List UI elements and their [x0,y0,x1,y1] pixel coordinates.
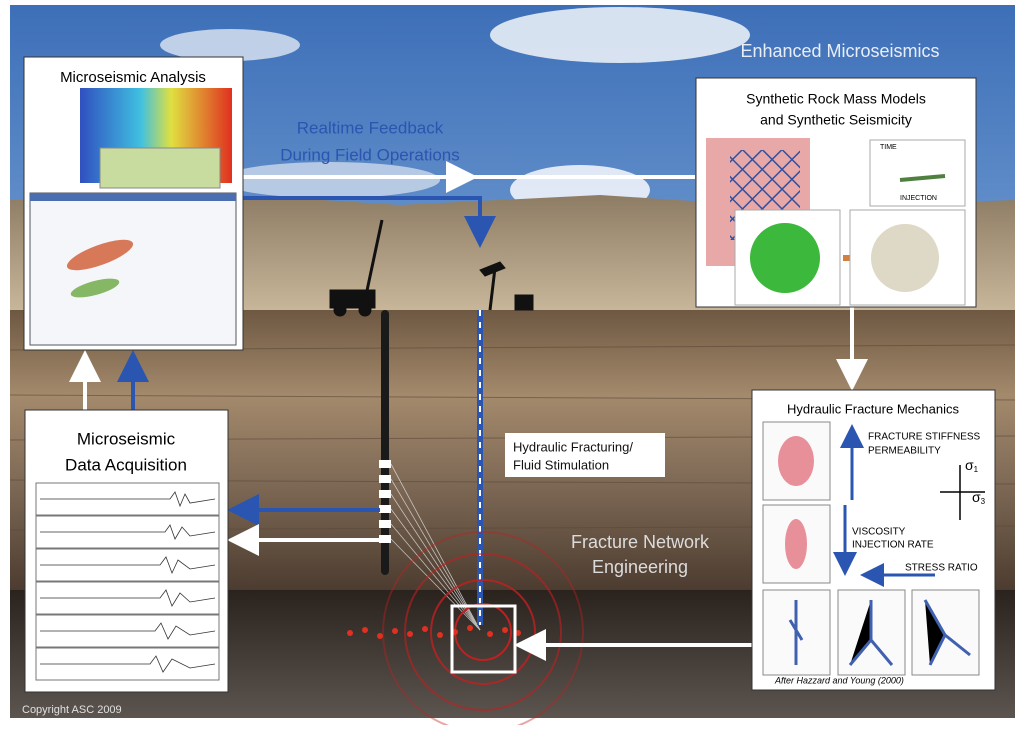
copyright: Copyright ASC 2009 [22,704,122,716]
panel-title: Hydraulic Fracture Mechanics [787,401,959,416]
sigma-symbol: σ [972,489,981,505]
sigma-label: σ3 [972,489,986,506]
fracturing-label: Hydraulic Fracturing/ Fluid Stimulation [505,433,665,477]
panel-title: Data Acquisition [65,455,187,474]
fracturing-text: Fluid Stimulation [513,457,609,472]
mechanics-label: INJECTION RATE [852,540,934,551]
sigma-label: σ1 [965,457,979,474]
mechanics-label: FRACTURE STIFFNESS [868,432,981,443]
mechanics-label: STRESS RATIO [905,563,978,574]
mechanics-panel: Hydraulic Fracture Mechanics FRACTURE ST… [751,389,996,691]
sigma-subscript: 1 [974,465,979,474]
mechanics-label: PERMEABILITY [868,446,941,457]
acquisition-panel: Microseismic Data Acquisition [24,409,229,693]
panel-title: Synthetic Rock Mass Models [746,91,926,107]
fracturing-text: Hydraulic Fracturing/ [513,439,633,454]
sigma-subscript: 3 [981,497,986,506]
feedback-label: During Field Operations [280,145,460,164]
panel-title: Microseismic Analysis [60,69,206,86]
panel-title: and Synthetic Seismicity [760,112,912,128]
arrows [69,161,868,661]
feedback-label: Realtime Feedback [297,118,444,137]
credit: After Hazzard and Young (2000) [774,675,904,685]
panel-title: Microseismic [77,429,176,448]
analysis-panel: Microseismic Analysis [23,56,244,351]
header-title: Enhanced Microseismics [740,41,939,61]
plot-label: TIME [880,144,897,151]
sigma-symbol: σ [965,457,974,473]
network-label: Fracture Network [571,532,710,552]
network-label: Engineering [592,557,688,577]
mechanics-label: VISCOSITY [852,527,906,538]
rig [329,219,534,317]
synthetic-panel: Synthetic Rock Mass Models and Synthetic… [695,77,977,308]
plot-label: INJECTION [900,195,937,202]
